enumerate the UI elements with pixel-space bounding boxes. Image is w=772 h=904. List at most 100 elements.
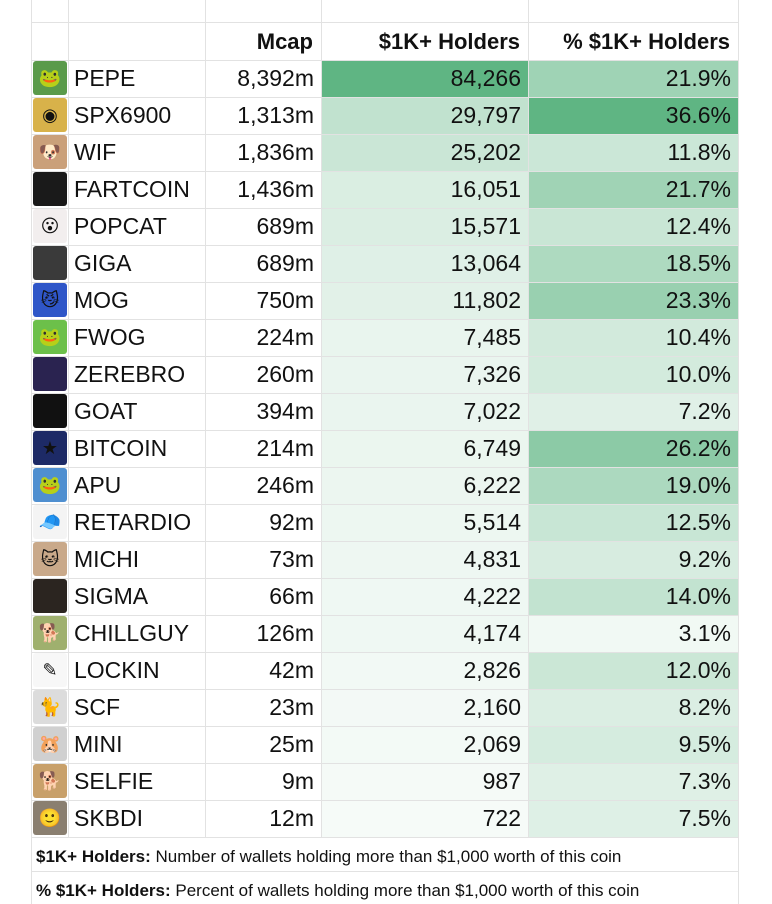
holders-cell[interactable]: 29,797 <box>321 97 528 134</box>
holders-cell[interactable]: 16,051 <box>321 171 528 208</box>
mcap-cell[interactable]: 25m <box>269 731 314 757</box>
white-cat-icon: 🐈 <box>33 690 67 724</box>
grid-line <box>31 871 738 872</box>
cartoon-poster-icon: ★ <box>33 431 67 465</box>
coin-name-cell[interactable]: LOCKIN <box>74 657 160 683</box>
pct-cell[interactable]: 12.0% <box>528 652 738 689</box>
mcap-cell[interactable]: 689m <box>256 213 314 239</box>
holders-cell[interactable]: 5,514 <box>321 504 528 541</box>
holders-cell[interactable]: 4,831 <box>321 541 528 578</box>
mcap-cell[interactable]: 246m <box>256 472 314 498</box>
mcap-cell[interactable]: 66m <box>269 583 314 609</box>
mcap-cell[interactable]: 42m <box>269 657 314 683</box>
holders-cell[interactable]: 11,802 <box>321 282 528 319</box>
mcap-cell[interactable]: 260m <box>256 361 314 387</box>
holders-cell[interactable]: 2,069 <box>321 726 528 763</box>
coin-name-cell[interactable]: GIGA <box>74 250 132 276</box>
holders-cell[interactable]: 722 <box>321 800 528 837</box>
coin-name-cell[interactable]: WIF <box>74 139 117 165</box>
coin-name-cell[interactable]: SIGMA <box>74 583 149 609</box>
pct-cell[interactable]: 21.9% <box>528 60 738 97</box>
mcap-cell[interactable]: 750m <box>256 287 314 313</box>
holders-cell[interactable]: 7,485 <box>321 319 528 356</box>
grid-line <box>31 356 738 357</box>
frog-face-icon: 🐸 <box>33 320 67 354</box>
mcap-cell[interactable]: 224m <box>256 324 314 350</box>
grid-line <box>31 652 738 653</box>
holders-cell[interactable]: 6,749 <box>321 430 528 467</box>
pct-cell[interactable]: 23.3% <box>528 282 738 319</box>
pct-cell[interactable]: 9.2% <box>528 541 738 578</box>
pct-cell[interactable]: 7.3% <box>528 763 738 800</box>
coin-name-cell[interactable]: ZEREBRO <box>74 361 186 387</box>
pct-cell[interactable]: 14.0% <box>528 578 738 615</box>
pct-cell[interactable]: 7.5% <box>528 800 738 837</box>
coin-name-cell[interactable]: FARTCOIN <box>74 176 190 202</box>
pct-cell[interactable]: 36.6% <box>528 97 738 134</box>
mcap-cell[interactable]: 1,436m <box>237 176 314 202</box>
mcap-cell[interactable]: 12m <box>269 805 314 831</box>
coin-name-cell[interactable]: BITCOIN <box>74 435 168 461</box>
mcap-cell[interactable]: 23m <box>269 694 314 720</box>
holders-cell[interactable]: 84,266 <box>321 60 528 97</box>
mcap-cell[interactable]: 92m <box>269 509 314 535</box>
pct-cell[interactable]: 7.2% <box>528 393 738 430</box>
mcap-cell[interactable]: 1,836m <box>237 139 314 165</box>
coin-name-cell[interactable]: APU <box>74 472 122 498</box>
pct-cell[interactable]: 3.1% <box>528 615 738 652</box>
holders-cell[interactable]: 7,326 <box>321 356 528 393</box>
coin-name-cell[interactable]: MICHI <box>74 546 140 572</box>
grid-line <box>31 430 738 431</box>
pct-cell[interactable]: 8.2% <box>528 689 738 726</box>
holders-cell[interactable]: 4,174 <box>321 615 528 652</box>
pct-cell[interactable]: 19.0% <box>528 467 738 504</box>
pct-cell[interactable]: 10.4% <box>528 319 738 356</box>
holders-cell[interactable]: 2,160 <box>321 689 528 726</box>
coin-name-cell[interactable]: POPCAT <box>74 213 167 239</box>
mcap-cell[interactable]: 394m <box>256 398 314 424</box>
mcap-cell[interactable]: 73m <box>269 546 314 572</box>
coin-name-cell[interactable]: SELFIE <box>74 768 154 794</box>
mcap-cell[interactable]: 1,313m <box>237 102 314 128</box>
header-holders[interactable]: $1K+ Holders <box>378 29 520 54</box>
coin-name-cell[interactable]: MINI <box>74 731 123 757</box>
holders-cell[interactable]: 25,202 <box>321 134 528 171</box>
mcap-cell[interactable]: 689m <box>256 250 314 276</box>
coin-name-cell[interactable]: RETARDIO <box>74 509 192 535</box>
holders-cell[interactable]: 2,826 <box>321 652 528 689</box>
coin-name-cell[interactable]: SKBDI <box>74 805 144 831</box>
pct-cell[interactable]: 21.7% <box>528 171 738 208</box>
holders-cell[interactable]: 6,222 <box>321 467 528 504</box>
mcap-cell[interactable]: 126m <box>256 620 314 646</box>
pct-cell[interactable]: 12.4% <box>528 208 738 245</box>
pct-cell[interactable]: 10.0% <box>528 356 738 393</box>
footnote-term: % $1K+ Holders: <box>36 881 171 900</box>
coin-name-cell[interactable]: SPX6900 <box>74 102 172 128</box>
pct-cell[interactable]: 11.8% <box>528 134 738 171</box>
header-pct[interactable]: % $1K+ Holders <box>563 29 730 54</box>
holders-cell[interactable]: 987 <box>321 763 528 800</box>
coin-name-cell[interactable]: GOAT <box>74 398 138 424</box>
pct-cell[interactable]: 12.5% <box>528 504 738 541</box>
coin-name-cell[interactable]: FWOG <box>74 324 146 350</box>
coin-name-cell[interactable]: MOG <box>74 287 129 313</box>
coin-name-cell[interactable]: PEPE <box>74 65 136 91</box>
holders-cell[interactable]: 7,022 <box>321 393 528 430</box>
grid-line <box>31 22 738 23</box>
holders-cell[interactable]: 15,571 <box>321 208 528 245</box>
coin-name-cell[interactable]: SCF <box>74 694 120 720</box>
pct-cell[interactable]: 9.5% <box>528 726 738 763</box>
frog-face-icon: 🐸 <box>33 61 67 95</box>
holders-cell[interactable]: 4,222 <box>321 578 528 615</box>
coin-name-cell[interactable]: CHILLGUY <box>74 620 190 646</box>
holders-cell[interactable]: 13,064 <box>321 245 528 282</box>
pct-cell[interactable]: 26.2% <box>528 430 738 467</box>
pct-cell[interactable]: 18.5% <box>528 245 738 282</box>
grid-line <box>31 800 738 801</box>
mcap-cell[interactable]: 214m <box>256 435 314 461</box>
grid-line <box>31 467 738 468</box>
mcap-cell[interactable]: 9m <box>282 768 314 794</box>
mcap-cell[interactable]: 8,392m <box>237 65 314 91</box>
footnote-pct: % $1K+ Holders: Percent of wallets holdi… <box>36 881 639 901</box>
header-mcap[interactable]: Mcap <box>256 29 313 54</box>
